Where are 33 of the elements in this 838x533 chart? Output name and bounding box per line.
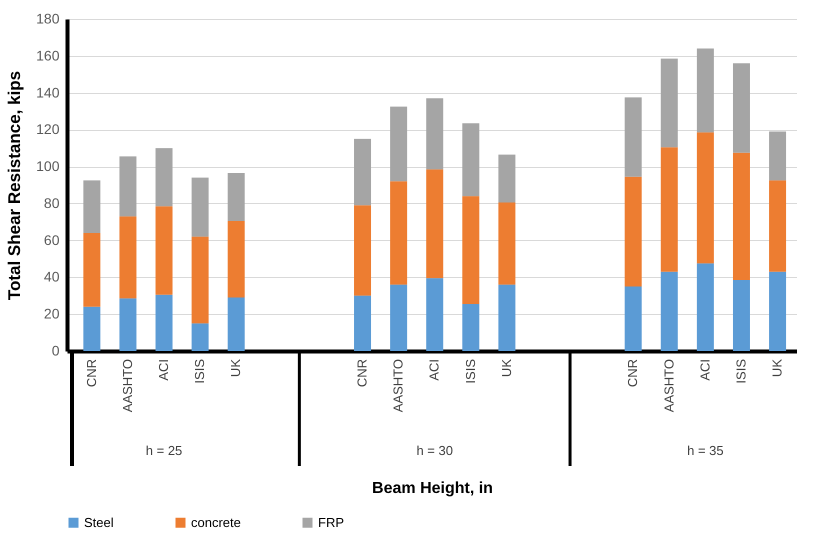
x-tick-label: AASHTO [661, 359, 676, 412]
y-tick-label: 160 [36, 47, 60, 64]
x-tick-label: AASHTO [390, 359, 406, 412]
x-axis-title: Beam Height, in [372, 480, 493, 497]
text: h = 30 [416, 443, 453, 458]
text: h = 25 [146, 443, 182, 458]
x-tick-label: UK [498, 358, 514, 378]
y-tick-label: 0 [52, 342, 60, 358]
y-tick-label: 140 [36, 84, 60, 100]
y-axis-title: Total Shear Resistance, kips [5, 70, 24, 300]
x-tick-label: ISIS [192, 358, 208, 384]
x-tick-label: UK [770, 358, 785, 378]
x-tick-label: ISIS [733, 358, 748, 384]
y-tick-label: 100 [36, 158, 60, 174]
y-tick-label: 60 [44, 232, 60, 248]
legend-label: Steel [84, 514, 114, 530]
x-tick-label: UK [228, 358, 244, 378]
y-tick-label: 40 [44, 268, 60, 285]
x-tick-label: ACI [697, 359, 712, 381]
legend-label: FRP [318, 514, 344, 530]
text: h = 35 [687, 443, 724, 458]
x-tick-label: AASHTO [120, 359, 135, 412]
x-tick-label: CNR [84, 359, 99, 388]
y-tick-label: 180 [36, 10, 60, 26]
y-tick-label: 20 [44, 306, 60, 322]
x-tick-label: ACI [156, 359, 172, 381]
x-tick-label: CNR [625, 359, 640, 388]
x-tick-label: ACI [426, 359, 442, 381]
x-tick-label: CNR [354, 359, 370, 388]
y-tick-label: 80 [44, 194, 60, 211]
legend-label: concrete [191, 514, 241, 530]
x-tick-label: ISIS [462, 358, 478, 384]
y-tick-label: 120 [36, 121, 60, 138]
